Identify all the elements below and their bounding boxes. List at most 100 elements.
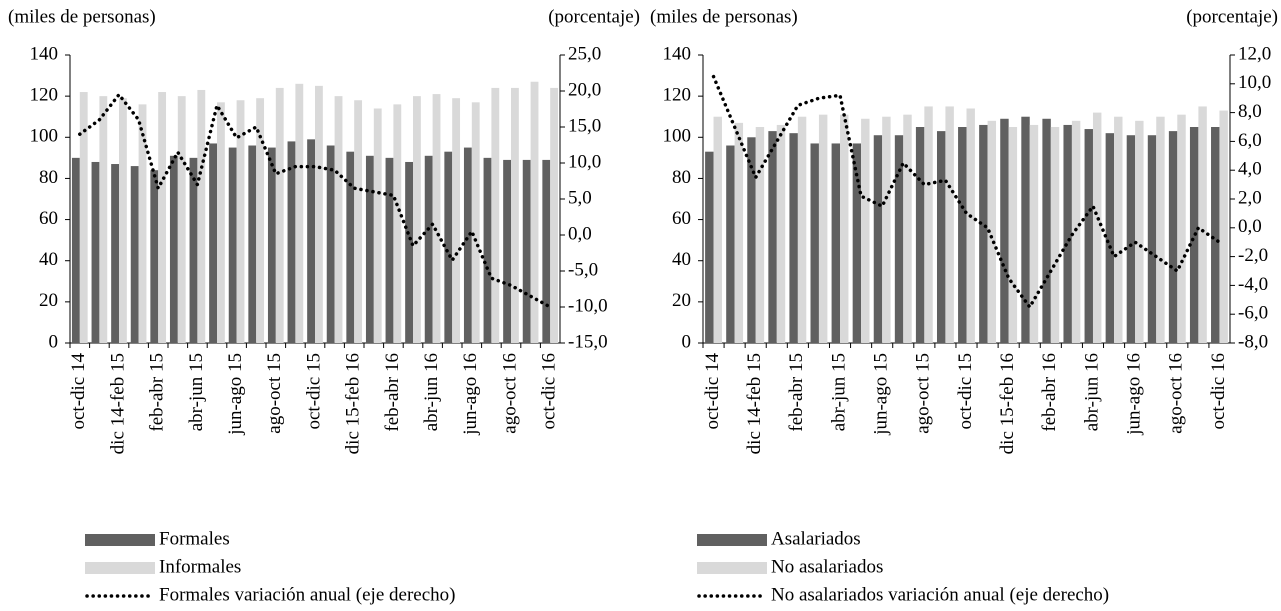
bar [267, 147, 276, 343]
bar [228, 147, 237, 343]
y2-tick-label: -2,0 [1238, 245, 1268, 266]
y2-tick-label: 10,0 [568, 151, 601, 172]
bar [705, 151, 714, 343]
bar [1063, 124, 1072, 343]
bar [130, 166, 139, 343]
bar [936, 131, 946, 343]
line-series [711, 74, 1222, 311]
y2-tick-label: 10,0 [1238, 72, 1271, 93]
y-tick-label: 100 [30, 126, 59, 147]
bar [810, 143, 819, 343]
bar [1000, 118, 1009, 344]
bar [248, 145, 257, 343]
bar [894, 135, 904, 343]
x-tick-label: oct-dic 16 [1208, 353, 1229, 430]
bar [713, 116, 722, 343]
bar [424, 155, 433, 343]
bar [1092, 112, 1102, 343]
bar [111, 164, 119, 343]
legend-label: Asalariados [771, 528, 861, 549]
x-tick-label: dic 15-feb 16 [997, 353, 1018, 454]
bar [287, 141, 296, 343]
bar [150, 170, 159, 343]
bar [354, 100, 363, 343]
legend-swatch [697, 562, 767, 574]
x-tick-label: feb-abr 15 [786, 353, 807, 432]
bar [768, 131, 777, 343]
bar [444, 151, 453, 343]
y2-tick-label: -5,0 [568, 259, 598, 280]
bar [295, 83, 304, 344]
bar [1219, 110, 1228, 344]
x-tick-label: dic 15-feb 16 [343, 353, 364, 454]
bar [1156, 116, 1165, 343]
x-tick-label: ago-oct 15 [264, 353, 285, 434]
y2-axis-label: (porcentaje) [1186, 6, 1278, 27]
bar [511, 87, 519, 344]
bar [789, 133, 798, 343]
bar [755, 127, 765, 343]
bar [209, 143, 217, 343]
bar [987, 120, 997, 343]
x-tick-label: dic 14-feb 15 [744, 353, 765, 454]
bar [924, 106, 933, 343]
bar [522, 159, 531, 343]
bar [1050, 127, 1060, 343]
bar [471, 102, 480, 343]
bar [365, 155, 374, 343]
bar [1105, 133, 1115, 343]
bar [1168, 131, 1178, 343]
x-tick-label: jun-ago 15 [871, 353, 892, 436]
bar [385, 157, 394, 343]
bar [79, 92, 88, 344]
legend-label: No asalariados variación anual (eje dere… [771, 584, 1109, 605]
y2-tick-label: 0,0 [1238, 216, 1262, 237]
x-tick-label: dic 14-feb 15 [107, 353, 128, 454]
x-tick-label: feb-abr 16 [1039, 353, 1060, 432]
y-tick-label: 40 [39, 249, 58, 270]
y2-tick-label: -10,0 [568, 295, 608, 316]
bar [315, 85, 323, 343]
y2-tick-label: 0,0 [568, 223, 592, 244]
bar [542, 159, 551, 343]
bar [373, 108, 382, 343]
y-axis-label: (miles de personas) [8, 6, 156, 27]
bar [217, 102, 225, 343]
y-tick-label: 100 [663, 126, 692, 147]
y2-tick-label: -15,0 [568, 331, 608, 352]
bar [726, 145, 735, 343]
y2-tick-label: -8,0 [1238, 331, 1268, 352]
bar [734, 122, 744, 343]
bar [1029, 124, 1039, 343]
y2-tick-label: 6,0 [1238, 130, 1262, 151]
bar [158, 92, 167, 344]
x-tick-label: jun-ago 16 [1123, 353, 1144, 436]
y-tick-label: 80 [672, 167, 691, 188]
bar [873, 135, 883, 343]
x-tick-label: feb-abr 16 [382, 353, 403, 432]
y2-tick-label: 8,0 [1238, 101, 1262, 122]
bar [177, 96, 186, 344]
y2-tick-label: -6,0 [1238, 303, 1268, 324]
x-tick-label: abr-jun 16 [1081, 353, 1102, 431]
y-tick-label: 20 [672, 290, 691, 311]
y-tick-label: 0 [682, 331, 692, 352]
bar [1021, 116, 1030, 343]
y-tick-label: 20 [39, 290, 58, 311]
y2-axis-label: (porcentaje) [548, 6, 640, 27]
bar [915, 127, 925, 343]
bar [346, 151, 355, 343]
bar [71, 157, 80, 343]
x-tick-label: oct-dic 14 [702, 353, 723, 430]
bar [169, 155, 178, 343]
bar [797, 116, 807, 343]
bar [903, 114, 912, 344]
bar [189, 157, 198, 343]
bar [882, 116, 891, 343]
bar [463, 147, 472, 343]
bar [1198, 106, 1207, 343]
bar [840, 114, 849, 344]
y2-tick-label: 5,0 [568, 187, 592, 208]
y-tick-label: 120 [30, 85, 59, 106]
